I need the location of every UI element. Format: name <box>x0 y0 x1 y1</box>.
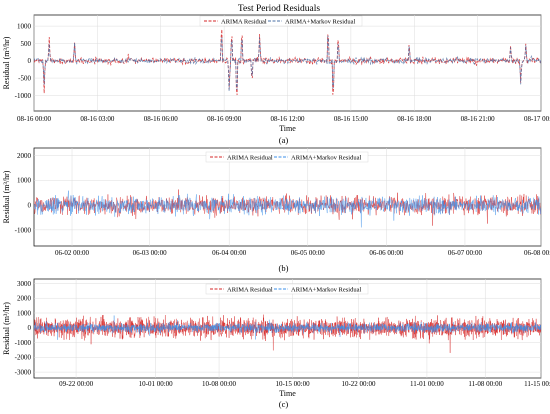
x-tick-label: 08-16 03:00 <box>80 115 115 123</box>
legend-label: ARIMA Residual <box>227 155 273 162</box>
x-tick-label: 11-08 00:00 <box>468 380 502 388</box>
y-tick-label: -2000 <box>15 354 32 362</box>
legend-box <box>199 15 363 27</box>
y-axis-label: Residual (m³/hr) <box>2 302 11 355</box>
legend-label: ARIMA Residual <box>227 287 273 294</box>
y-tick-label: 3000 <box>17 280 32 288</box>
x-tick-label: 09-22 00:00 <box>59 380 94 388</box>
y-tick-label: 0 <box>28 57 32 65</box>
y-tick-label: -1000 <box>15 339 32 347</box>
series-line-arima <box>34 189 541 226</box>
legend-box <box>205 283 369 295</box>
x-tick-label: 06-02 00:00 <box>55 249 90 257</box>
y-axis-label: Residual (m³/hr) <box>2 36 11 89</box>
x-tick-label: 08-16 00:00 <box>17 115 52 123</box>
x-tick-label: 08-16 21:00 <box>461 115 496 123</box>
x-tick-label: 08-16 09:00 <box>207 115 242 123</box>
x-tick-label: 08-16 18:00 <box>397 115 432 123</box>
y-tick-label: 1000 <box>17 177 32 185</box>
series-line-arima <box>34 29 541 96</box>
x-tick-label: 10-15 00:00 <box>276 380 311 388</box>
legend: ARIMA Residual ARIMA+Markov Residual <box>205 151 369 163</box>
x-axis-label: Time <box>279 124 296 133</box>
x-tick-label: 06-03 00:00 <box>133 249 168 257</box>
y-tick-label: -3000 <box>15 368 32 376</box>
series-line-arima-markov <box>34 190 541 228</box>
y-tick-label: 2000 <box>17 152 32 160</box>
legend-box <box>205 151 369 163</box>
legend-label: ARIMA+Markov Residual <box>291 155 361 162</box>
x-tick-label: 08-17 00:00 <box>524 115 550 123</box>
figure-title: Test Period Residuals <box>238 4 320 14</box>
x-tick-label: 08-16 15:00 <box>334 115 369 123</box>
legend-label: ARIMA Residual <box>221 19 267 26</box>
y-tick-label: 0 <box>28 201 32 209</box>
y-tick-label: 2000 <box>17 295 32 303</box>
y-axis-label: Residual (m³/hr) <box>2 170 11 223</box>
series-line-arima-markov <box>34 315 541 340</box>
x-tick-label: 11-15 00:00 <box>524 380 550 388</box>
y-tick-label: 500 <box>21 40 32 48</box>
panel-caption: (c) <box>279 399 289 409</box>
x-tick-label: 06-04 00:00 <box>212 249 247 257</box>
x-tick-label: 10-08 00:00 <box>202 380 237 388</box>
x-tick-label: 10-01 00:00 <box>139 380 174 388</box>
panel-b-chart: 2000 1000 0 -1000 06-02 00:00 06-03 00:00 06-0… <box>2 147 550 273</box>
y-tick-label: 1000 <box>17 22 32 30</box>
y-tick-label: 1000 <box>17 309 32 317</box>
x-tick-label: 06-08 00:00 <box>524 249 550 257</box>
y-tick-label: -1000 <box>15 226 32 234</box>
y-tick-label: -1000 <box>15 92 32 100</box>
x-tick-label: 06-05 00:00 <box>291 249 326 257</box>
panel-caption: (a) <box>279 135 289 145</box>
y-tick-label: 0 <box>28 324 32 332</box>
legend: ARIMA Residual ARIMA+Markov Residual <box>199 15 363 27</box>
x-axis-label: Time <box>279 389 296 398</box>
panel-caption: (b) <box>279 263 289 273</box>
x-tick-label: 08-16 06:00 <box>144 115 179 123</box>
y-tick-label: -500 <box>18 74 31 82</box>
legend: ARIMA Residual ARIMA+Markov Residual <box>205 283 369 295</box>
legend-label: ARIMA+Markov Residual <box>291 287 361 294</box>
panel-a-chart: 1000 500 0 -500 -1000 08-16 00:00 08-16 03:00 0… <box>2 14 550 145</box>
series-line-arima-markov <box>34 35 541 92</box>
x-tick-label: 06-07 00:00 <box>448 249 483 257</box>
x-tick-label: 06-06 00:00 <box>369 249 404 257</box>
panel-c-chart: 3000 2000 1000 0 -1000 -2000 -3000 09-22 00:00 1… <box>2 278 550 409</box>
x-tick-label: 11-01 00:00 <box>410 380 444 388</box>
x-tick-label: 08-16 12:00 <box>270 115 305 123</box>
x-tick-label: 10-22 00:00 <box>341 380 376 388</box>
legend-label: ARIMA+Markov Residual <box>285 19 355 26</box>
